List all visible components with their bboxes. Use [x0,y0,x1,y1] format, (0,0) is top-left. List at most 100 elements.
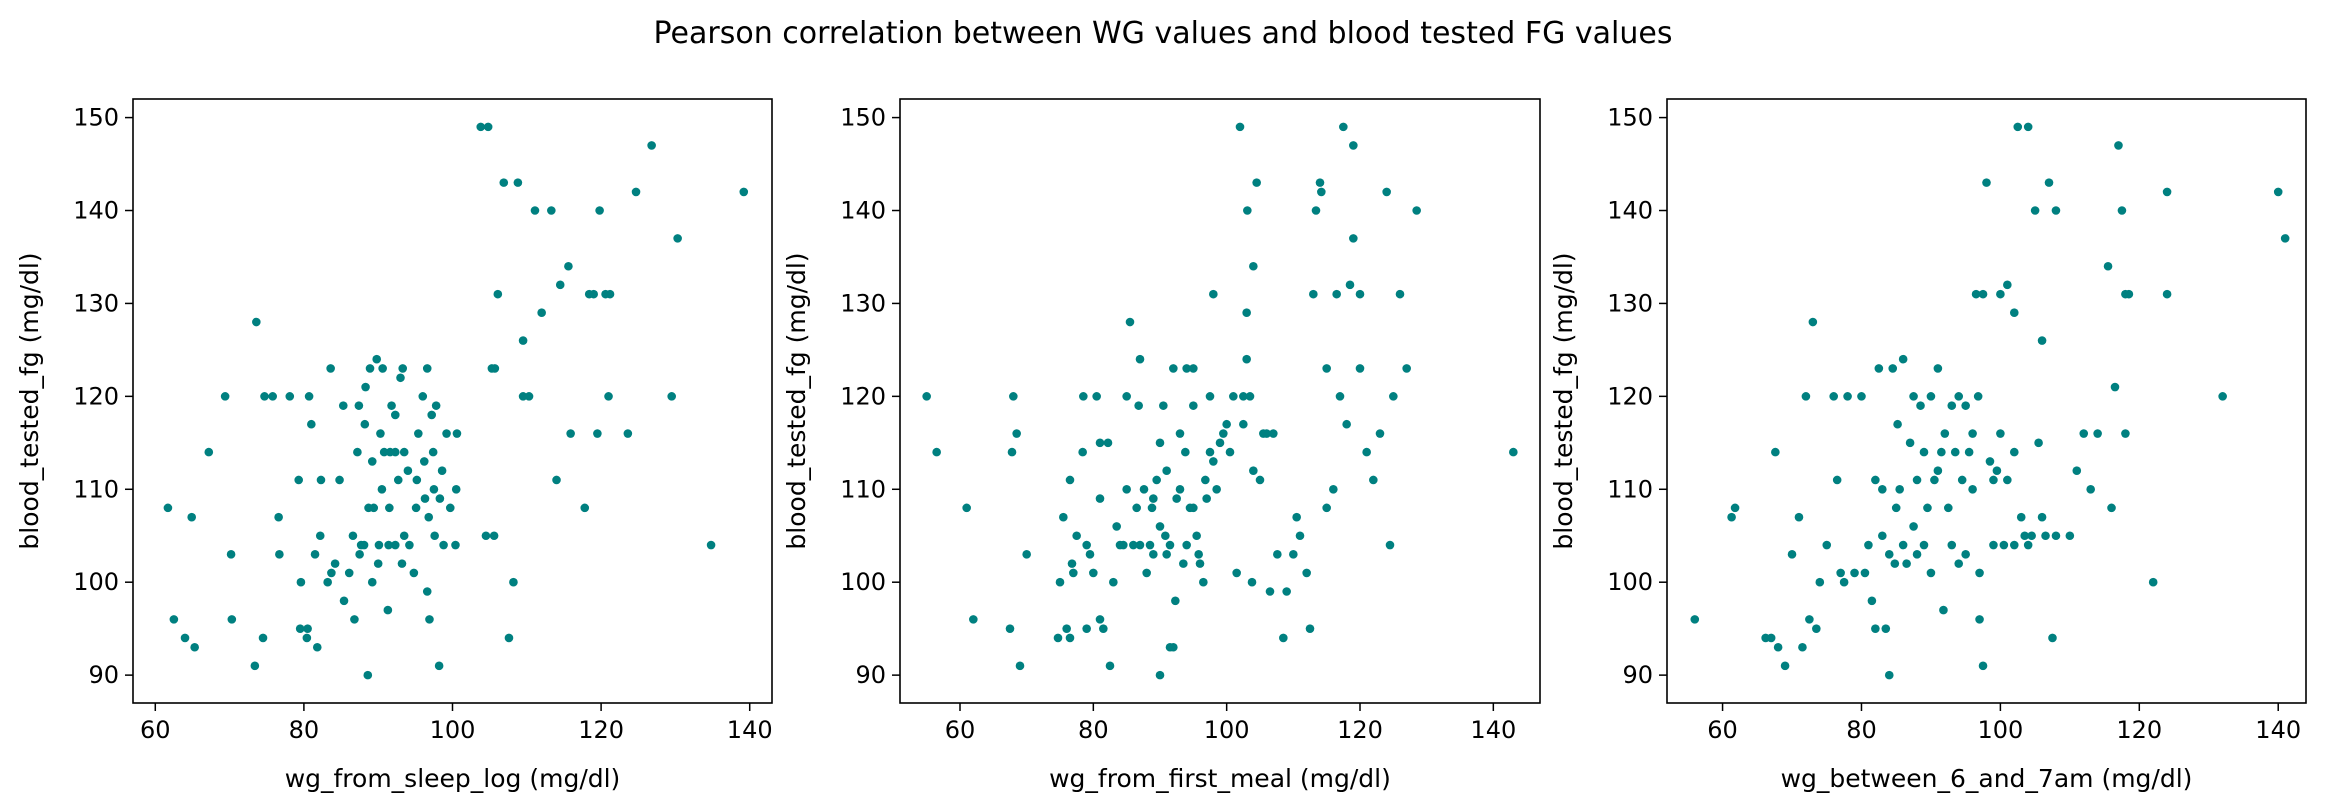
data-point [1132,503,1141,513]
data-point [1989,540,1998,550]
data-point [304,392,314,401]
data-point [1884,670,1894,680]
data-point [399,447,409,457]
data-point [418,392,428,401]
y-tick-label: 100 [840,568,886,596]
data-point [1829,392,1838,401]
data-point [2065,531,2075,541]
data-point [1893,419,1902,429]
data-point [2107,503,2116,513]
data-point [481,531,491,541]
data-point [445,503,455,513]
data-point [1189,503,1198,513]
data-point [1954,392,1964,401]
y-tick-label: 150 [840,104,886,132]
data-point [373,559,383,568]
y-tick-label: 150 [73,104,119,132]
data-point [1839,577,1849,587]
data-point [361,382,370,392]
data-point [504,633,514,643]
data-point [353,447,362,457]
data-point [1119,540,1128,550]
data-point [1891,503,1901,513]
data-point [1305,624,1315,633]
data-point [2003,475,2012,485]
data-point [396,373,405,383]
data-point [354,401,364,410]
data-point [1245,392,1255,401]
data-point [442,429,451,438]
data-point [323,577,332,587]
data-point [1940,429,1950,438]
data-point [2117,206,2127,215]
data-point [1219,429,1228,438]
x-tick-label: 60 [140,716,171,744]
x-axis-label: wg_from_sleep_log (mg/dl) [285,764,621,793]
data-point [390,540,400,550]
data-point [555,280,565,290]
data-point [547,206,556,215]
data-point [1937,447,1946,457]
data-point [1898,540,1908,550]
y-tick-label: 110 [73,475,119,503]
data-point [489,531,499,541]
x-tick-label: 140 [1470,716,1516,744]
y-tick-label: 130 [73,289,119,317]
data-point [1015,661,1025,671]
data-point [1082,624,1091,633]
data-point [2044,178,2054,187]
data-point [589,289,598,299]
data-point [1362,447,1371,457]
y-axis-label: blood_tested_fg (mg/dl) [1549,252,1578,549]
data-point [1311,206,1321,215]
x-tick-label: 120 [2116,716,2162,744]
data-point [1209,289,1218,299]
y-tick-label: 90 [1622,661,1653,689]
data-point [1902,559,1911,568]
data-point [1059,512,1068,522]
figure-title: Pearson correlation between WG values an… [653,16,1673,51]
data-point [537,308,546,318]
data-point [1884,550,1894,559]
data-point [344,568,354,578]
data-point [452,429,462,438]
data-point [1269,429,1278,438]
data-point [1072,531,1081,541]
data-point [1805,615,1814,624]
data-point [1355,364,1365,373]
data-point [390,410,400,420]
data-point [2048,633,2057,643]
data-point [1112,522,1121,531]
data-point [962,503,971,513]
x-tick-label: 80 [1078,716,1109,744]
y-axis-label: blood_tested_fg (mg/dl) [15,252,44,549]
data-point [1985,457,1995,466]
y-axis-label: blood_tested_fg (mg/dl) [782,252,811,549]
data-point [1222,419,1231,429]
y-tick-label: 130 [1607,289,1653,317]
data-point [1149,550,1158,559]
data-point [1159,401,1168,410]
data-point [295,624,305,633]
plot-frame [899,98,1541,704]
data-point [1335,392,1345,401]
data-point [2003,280,2012,290]
data-point [348,531,358,541]
data-point [169,615,179,624]
data-point [2110,382,2120,392]
data-point [1103,438,1113,448]
data-point [1065,475,1075,485]
data-point [1243,206,1252,215]
data-point [969,615,978,624]
data-point [1135,540,1145,550]
data-point [327,568,336,578]
data-point [483,122,493,132]
x-tick-label: 60 [1707,716,1738,744]
data-point [2020,531,2030,541]
data-point [1195,559,1205,568]
data-point [1007,447,1017,457]
y-tick-label: 110 [840,475,886,503]
x-tick-label: 140 [727,716,773,744]
data-point [1289,550,1298,559]
data-point [1239,419,1248,429]
